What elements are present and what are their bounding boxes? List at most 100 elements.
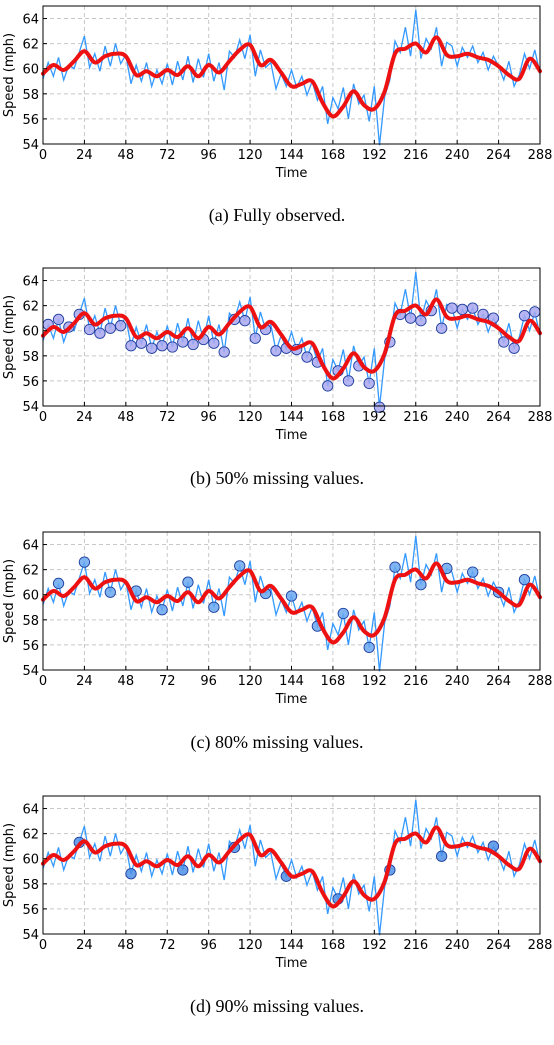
y-tick-label: 58 [22, 614, 39, 629]
y-tick-label: 56 [22, 375, 39, 390]
observed-point [467, 302, 479, 314]
panel-d: 0 24 48 72 96 120 144 168 192 216 240 264 288 54 56 58 6… [0, 790, 554, 1045]
x-tick-label: 48 [118, 938, 135, 953]
observed-point [115, 320, 127, 332]
observed-point [415, 315, 427, 327]
y-axis-label: Speed (mph) [2, 295, 17, 379]
y-tick-label: 60 [22, 63, 39, 78]
x-tick-label: 96 [200, 148, 217, 163]
y-axis-label: Speed (mph) [2, 559, 17, 643]
observed-point [249, 332, 261, 344]
x-tick-label: 0 [39, 148, 47, 163]
observed-point [52, 577, 65, 590]
observed-point [146, 342, 158, 354]
x-tick-label: 264 [486, 148, 511, 163]
observed-point [135, 337, 148, 349]
x-tick-label: 168 [321, 148, 346, 163]
x-tick-label: 48 [118, 410, 135, 425]
observed-point [182, 576, 194, 588]
y-tick-label: 62 [22, 828, 39, 843]
observed-point [166, 341, 179, 353]
observed-point [363, 377, 375, 390]
x-tick-label: 96 [200, 410, 217, 425]
observed-point [435, 322, 448, 334]
x-tick-label: 48 [118, 674, 135, 689]
x-axis-label: Time [275, 166, 308, 181]
observed-point [435, 850, 448, 862]
x-tick-label: 144 [279, 148, 304, 163]
x-tick-label: 192 [362, 148, 387, 163]
observed-point [415, 579, 427, 591]
x-tick-label: 240 [445, 674, 470, 689]
chart-d: 0 24 48 72 96 120 144 168 192 216 240 264 288 54 56 58 6… [2, 795, 553, 971]
x-tick-label: 24 [76, 938, 93, 953]
observed-point [518, 574, 531, 586]
x-tick-label: 120 [238, 938, 263, 953]
x-tick-label: 120 [238, 674, 263, 689]
x-tick-label: 288 [528, 674, 553, 689]
observed-point [446, 302, 458, 314]
x-tick-label: 240 [445, 148, 470, 163]
observed-point [177, 864, 189, 876]
y-tick-label: 60 [22, 853, 39, 868]
x-tick-label: 216 [403, 938, 428, 953]
x-tick-label: 0 [39, 938, 47, 953]
plot-frame [42, 267, 541, 407]
observed-point [104, 322, 116, 334]
panel-a: 0 24 48 72 96 120 144 168 192 216 240 264 288 54 56 58 6… [0, 0, 554, 255]
x-tick-label: 240 [445, 938, 470, 953]
x-tick-label: 0 [39, 410, 47, 425]
x-tick-label: 264 [486, 938, 511, 953]
x-tick-label: 24 [76, 674, 93, 689]
y-tick-label: 62 [22, 38, 39, 53]
x-tick-label: 192 [362, 410, 387, 425]
chart-c: 0 24 48 72 96 120 144 168 192 216 240 264 288 54 56 58 6… [2, 531, 553, 707]
y-tick-label: 60 [22, 325, 39, 340]
observed-point [322, 380, 334, 392]
observed-point [404, 312, 417, 324]
observed-point [52, 313, 65, 326]
observed-point [208, 337, 220, 349]
x-tick-label: 216 [403, 674, 428, 689]
observed-point [456, 303, 468, 316]
observed-point [187, 338, 199, 351]
x-tick-label: 264 [486, 674, 511, 689]
plot-frame [42, 5, 541, 145]
x-tick-label: 192 [362, 938, 387, 953]
x-tick-label: 48 [118, 148, 135, 163]
observed-point [234, 560, 246, 572]
observed-point [342, 375, 355, 387]
y-tick-label: 62 [22, 564, 39, 579]
observed-point [529, 306, 541, 318]
x-tick-label: 168 [321, 410, 346, 425]
x-tick-label: 168 [321, 674, 346, 689]
x-tick-label: 288 [528, 938, 553, 953]
observed-point [94, 327, 106, 339]
observed-point [363, 641, 375, 654]
x-tick-label: 144 [279, 938, 304, 953]
x-tick-label: 96 [200, 674, 217, 689]
observed-point [208, 601, 220, 613]
x-tick-label: 144 [279, 674, 304, 689]
panel-b: 0 24 48 72 96 120 144 168 192 216 240 264 288 54 56 58 6… [0, 262, 554, 517]
y-tick-label: 56 [22, 113, 39, 128]
y-tick-label: 64 [22, 539, 39, 554]
observed-point [389, 561, 401, 573]
y-tick-label: 58 [22, 88, 39, 103]
y-tick-label: 54 [22, 664, 39, 679]
y-tick-label: 64 [22, 13, 39, 28]
y-tick-label: 54 [22, 138, 39, 153]
x-tick-label: 192 [362, 674, 387, 689]
x-tick-label: 96 [200, 938, 217, 953]
x-tick-label: 72 [159, 410, 176, 425]
x-tick-label: 0 [39, 674, 47, 689]
observed-point [125, 868, 137, 880]
y-tick-label: 54 [22, 928, 39, 943]
observed-point [104, 586, 116, 598]
caption-b: (b) 50% missing values. [190, 468, 364, 488]
smoothed-series-line [41, 561, 542, 645]
observed-point [373, 401, 386, 413]
y-tick-label: 58 [22, 878, 39, 893]
observed-point [467, 566, 479, 578]
observed-point [508, 342, 520, 354]
